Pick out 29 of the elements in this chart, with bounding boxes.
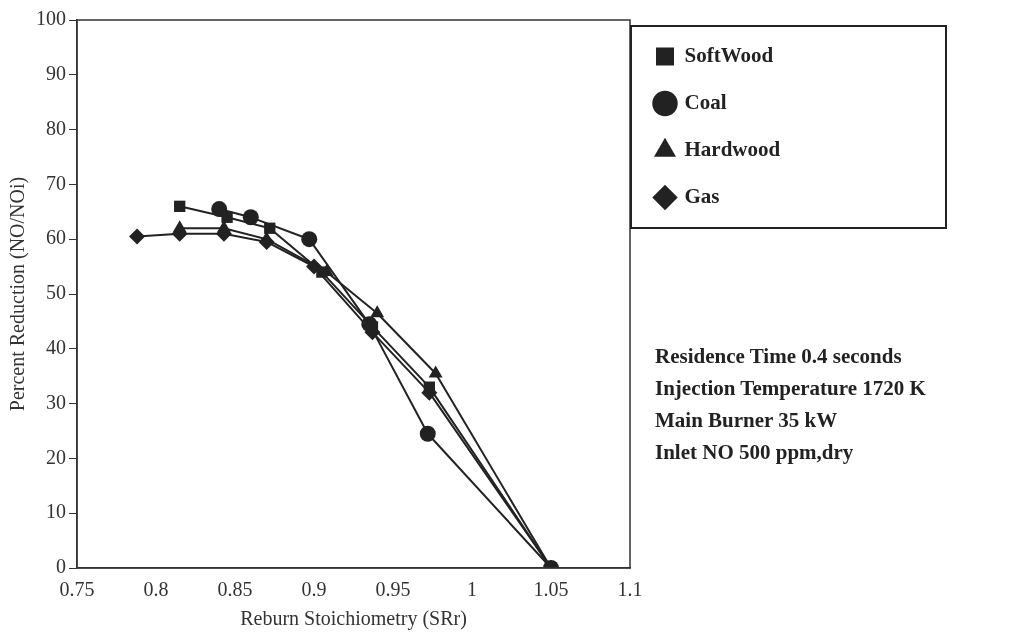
- y-tick-label: 40: [46, 336, 66, 359]
- y-tick-label: 20: [46, 445, 66, 468]
- y-tick-label: 10: [46, 500, 66, 523]
- x-tick-label: 0.9: [301, 578, 327, 601]
- x-tick-label: 0.8: [143, 578, 169, 601]
- x-tick-label: 1.05: [533, 578, 569, 601]
- y-tick-label: 0: [56, 555, 66, 578]
- legend-label: SoftWood: [684, 42, 774, 67]
- x-tick-label: 0.85: [217, 578, 253, 601]
- x-tick-label: 0.75: [59, 578, 95, 601]
- y-tick-label: 70: [46, 171, 66, 194]
- y-tick-label: 90: [46, 62, 66, 85]
- text: Main Burner 35 kW: [655, 407, 839, 434]
- text: Residence Time 0.4 seconds: [655, 343, 903, 370]
- y-axis-title: Percent Reduction (NO/NOi): [6, 176, 30, 412]
- x-tick-label: 1: [467, 578, 477, 601]
- text: Inlet NO 500 ppm,dry: [655, 439, 855, 466]
- y-tick-label: 30: [46, 390, 66, 413]
- text: Injection Temperature 1720 K: [655, 375, 926, 402]
- y-tick-label: 50: [46, 281, 66, 304]
- legend-label: Hardwood: [684, 136, 781, 161]
- legend-label: Gas: [684, 183, 720, 208]
- y-tick-label: 80: [46, 116, 66, 139]
- x-tick-label: 1.1: [617, 578, 643, 601]
- y-tick-label: 60: [46, 226, 66, 249]
- legend-label: Coal: [684, 89, 727, 114]
- x-tick-label: 0.95: [375, 578, 411, 601]
- x-axis-title: Reburn Stoichiometry (SRr): [240, 607, 467, 631]
- y-tick-label: 100: [36, 7, 66, 30]
